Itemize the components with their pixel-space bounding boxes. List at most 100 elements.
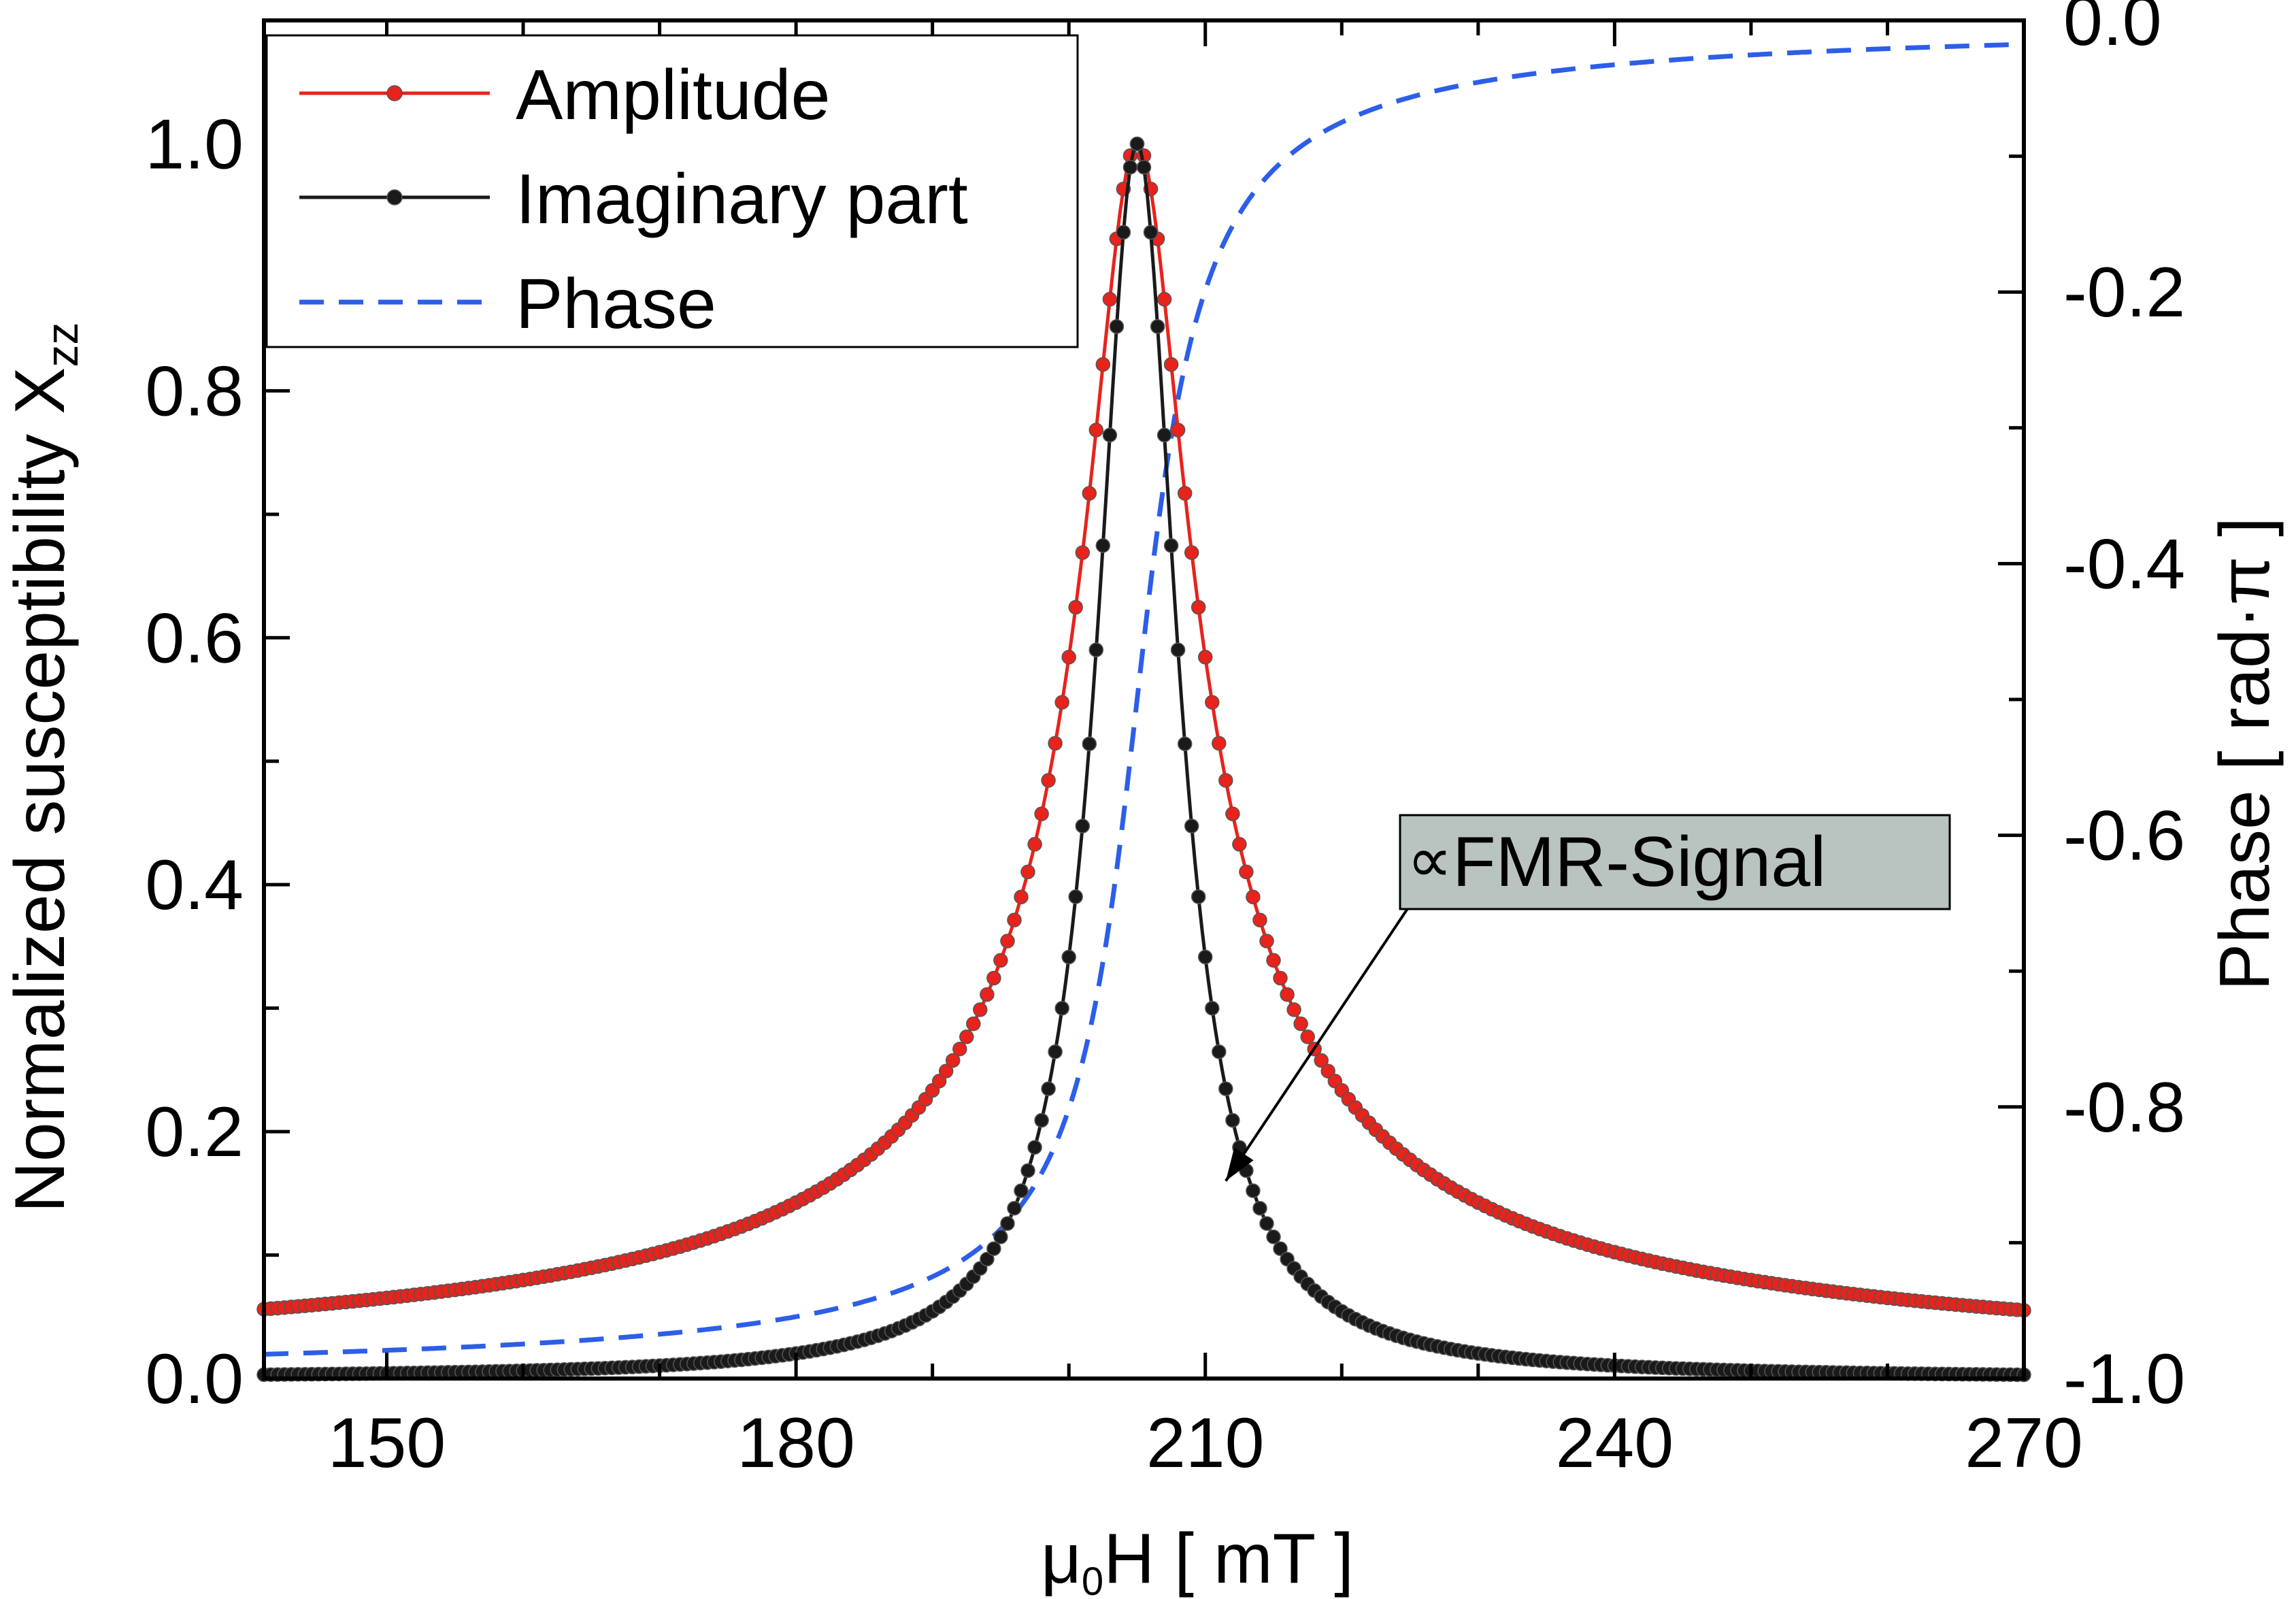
imaginary-series-point bbox=[1266, 1230, 1281, 1244]
amplitude-series-point bbox=[1293, 1016, 1308, 1032]
imaginary-series-point bbox=[1259, 1216, 1274, 1231]
y-tick-label: 0.2 bbox=[145, 1093, 244, 1172]
x-tick-label: 240 bbox=[1556, 1404, 1674, 1483]
amplitude-series-point bbox=[993, 953, 1008, 968]
amplitude-series-point bbox=[1191, 599, 1206, 615]
imaginary-series-point bbox=[1020, 1163, 1035, 1178]
annotation-label: ∝FMR-Signal bbox=[1407, 823, 1826, 902]
imaginary-series-point bbox=[1218, 1081, 1233, 1096]
y-axis-title-subscript: zz bbox=[37, 323, 87, 367]
amplitude-series-point bbox=[1068, 599, 1083, 615]
y-tick-label: 0.8 bbox=[145, 352, 244, 431]
amplitude-series-point bbox=[1218, 773, 1233, 788]
imaginary-series-point bbox=[1212, 1044, 1227, 1059]
imaginary-series-point bbox=[1197, 949, 1213, 965]
imaginary-series-point bbox=[986, 1241, 1001, 1256]
imaginary-series-point bbox=[1082, 736, 1097, 751]
imaginary-series-point bbox=[1170, 642, 1186, 657]
y-tick-label: 0.0 bbox=[145, 1340, 244, 1419]
imaginary-series-point bbox=[993, 1230, 1008, 1244]
amplitude-series-point bbox=[1212, 736, 1227, 751]
y2-tick-label: -1.0 bbox=[2063, 1340, 2185, 1419]
amplitude-series-point bbox=[1157, 292, 1172, 307]
imaginary-series-point bbox=[1007, 1200, 1022, 1216]
y2-tick-label: -0.8 bbox=[2063, 1068, 2185, 1147]
legend: Amplitude Imaginary part Phase bbox=[265, 34, 1079, 348]
legend-swatch-imaginary-part-marker bbox=[386, 189, 403, 205]
y-tick-label: 0.6 bbox=[145, 599, 244, 678]
y2-tick-label: 0.0 bbox=[2063, 0, 2162, 61]
x-tick-label: 180 bbox=[737, 1404, 855, 1483]
imaginary-series-point bbox=[1122, 160, 1138, 175]
amplitude-series-point bbox=[1034, 806, 1049, 821]
x-axis-title-suffix: H [ mT ] bbox=[1103, 1519, 1354, 1598]
imaginary-series-point bbox=[1014, 1183, 1029, 1198]
amplitude-series-point bbox=[1252, 912, 1267, 927]
imaginary-series-point bbox=[1109, 319, 1125, 334]
legend-label-imaginary-part: Imaginary part bbox=[516, 160, 968, 239]
amplitude-series-point bbox=[1300, 1029, 1315, 1044]
y-tick-label: 0.4 bbox=[145, 846, 244, 925]
imaginary-series-point bbox=[1143, 225, 1159, 240]
amplitude-series-point bbox=[1320, 1064, 1335, 1078]
amplitude-series-point bbox=[1177, 486, 1193, 501]
amplitude-series-point bbox=[1095, 357, 1111, 372]
legend-box bbox=[265, 34, 1079, 348]
x-axis-title: μ0H [ mT ] bbox=[1041, 1519, 1354, 1599]
x-tick-label: 270 bbox=[1965, 1404, 2083, 1483]
amplitude-series-point bbox=[1163, 357, 1179, 372]
imaginary-series-point bbox=[1116, 225, 1131, 240]
annotation-text: FMR-Signal bbox=[1452, 823, 1826, 902]
amplitude-series-markers bbox=[256, 136, 2031, 1318]
amplitude-series-point bbox=[945, 1053, 961, 1068]
amplitude-series-point bbox=[1048, 736, 1063, 751]
imaginary-series-point bbox=[1163, 538, 1179, 553]
amplitude-series-point bbox=[938, 1064, 954, 1078]
imaginary-series-point bbox=[1000, 1216, 1015, 1231]
imaginary-series-point bbox=[1034, 1112, 1049, 1128]
legend-label-phase: Phase bbox=[516, 265, 716, 344]
amplitude-series-point bbox=[1088, 423, 1104, 438]
imaginary-series-point bbox=[1054, 1001, 1069, 1016]
amplitude-series-point bbox=[1061, 650, 1076, 665]
imaginary-series-point bbox=[1048, 1044, 1063, 1059]
amplitude-series-point bbox=[1266, 953, 1281, 968]
amplitude-series-point bbox=[1041, 773, 1056, 788]
y-axis-title-main: Normalized susceptibility X bbox=[1, 367, 80, 1213]
y-axis-title: Normalized susceptibility Xzz bbox=[1, 323, 87, 1213]
amplitude-series-point bbox=[1239, 864, 1254, 880]
imaginary-series-point bbox=[1157, 427, 1172, 443]
imaginary-series-point bbox=[1068, 889, 1083, 904]
proportional-symbol: ∝ bbox=[1407, 824, 1452, 895]
amplitude-series-point bbox=[1184, 545, 1199, 560]
amplitude-series-point bbox=[1020, 864, 1035, 880]
imaginary-series-point bbox=[1129, 136, 1145, 152]
amplitude-series-point bbox=[952, 1041, 967, 1057]
amplitude-series-point bbox=[1280, 987, 1295, 1002]
amplitude-series-point bbox=[1075, 545, 1091, 560]
amplitude-series-point bbox=[1197, 650, 1213, 665]
y-tick-label: 1.0 bbox=[145, 105, 244, 184]
annotation-box bbox=[1399, 814, 1951, 910]
amplitude-series-point bbox=[966, 1016, 981, 1032]
imaginary-series-point bbox=[1177, 736, 1193, 751]
phase-series-line bbox=[263, 42, 2025, 1357]
amplitude-series-point bbox=[1170, 423, 1186, 438]
amplitude-series-point bbox=[1000, 934, 1015, 949]
amplitude-series-point bbox=[1259, 934, 1274, 949]
imaginary-series-point bbox=[1150, 319, 1165, 334]
x-axis-title-subscript: 0 bbox=[1082, 1560, 1103, 1599]
y2-tick-label: -0.2 bbox=[2063, 253, 2185, 332]
legend-label-amplitude: Amplitude bbox=[516, 56, 830, 135]
imaginary-series-point bbox=[1095, 538, 1111, 553]
imaginary-series-point bbox=[1075, 819, 1091, 834]
x-tick-label: 150 bbox=[328, 1404, 446, 1483]
imaginary-series-point bbox=[1061, 949, 1076, 965]
imaginary-series-point bbox=[1102, 427, 1118, 443]
imaginary-series-point bbox=[1252, 1200, 1267, 1216]
x-tick-label: 210 bbox=[1146, 1404, 1265, 1483]
amplitude-series-point bbox=[980, 987, 995, 1002]
amplitude-series-point bbox=[1273, 970, 1288, 986]
imaginary-series-point bbox=[1191, 889, 1206, 904]
